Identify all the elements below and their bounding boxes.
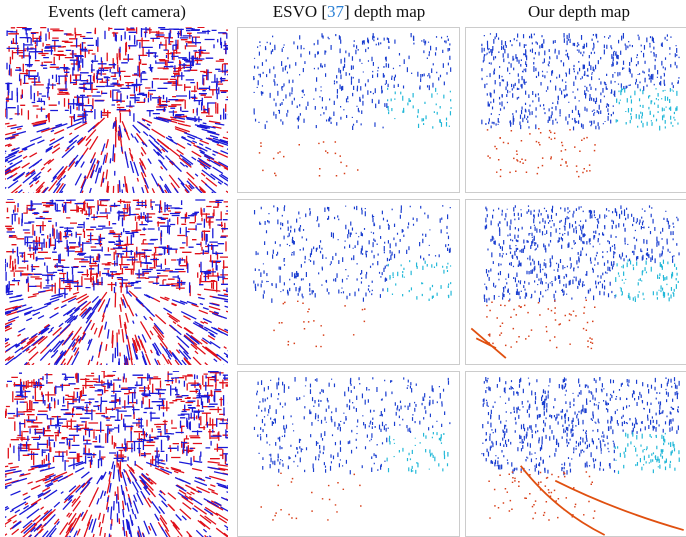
depth-map-image xyxy=(237,199,460,365)
depth-points-far xyxy=(484,205,680,302)
event-strokes-blue xyxy=(5,371,228,537)
figure: Events (left camera) ESVO [37] depth map… xyxy=(0,0,686,536)
event-strokes-red xyxy=(5,371,228,537)
event-image xyxy=(5,27,228,193)
depth-map-image xyxy=(465,27,686,193)
depth-points-mid xyxy=(387,260,452,301)
header-text: ESVO [ xyxy=(273,2,327,21)
depth-points-mid xyxy=(387,88,452,129)
depth-points-mid xyxy=(387,432,449,474)
depth-map-image xyxy=(465,199,686,365)
event-strokes-blue xyxy=(5,199,228,365)
depth-points-near xyxy=(259,141,359,176)
depth-points-mid xyxy=(615,259,679,302)
depth-edge xyxy=(521,466,684,535)
depth-points-near xyxy=(273,301,365,348)
depth-points-mid xyxy=(615,432,680,474)
column-header: ESVO [37] depth map xyxy=(234,2,464,22)
header-text: ] depth map xyxy=(344,2,425,21)
depth-map-image xyxy=(465,371,686,537)
column-header: Events (left camera) xyxy=(2,2,232,22)
depth-points-near xyxy=(486,299,595,349)
event-image xyxy=(5,371,228,537)
depth-points-near xyxy=(488,471,595,520)
depth-points-far xyxy=(253,205,451,303)
depth-points-far xyxy=(253,33,451,130)
depth-points-far xyxy=(254,377,451,474)
depth-points-far xyxy=(481,33,679,130)
depth-points-near xyxy=(260,473,361,521)
event-strokes-blue xyxy=(5,27,228,193)
depth-map-image xyxy=(237,27,460,193)
depth-points-far xyxy=(481,377,679,475)
citation: 37 xyxy=(327,2,344,21)
depth-map-image xyxy=(237,371,460,537)
depth-points-mid xyxy=(616,88,679,131)
column-header: Our depth map xyxy=(464,2,686,22)
event-image xyxy=(5,199,228,365)
depth-points-near xyxy=(487,128,596,177)
